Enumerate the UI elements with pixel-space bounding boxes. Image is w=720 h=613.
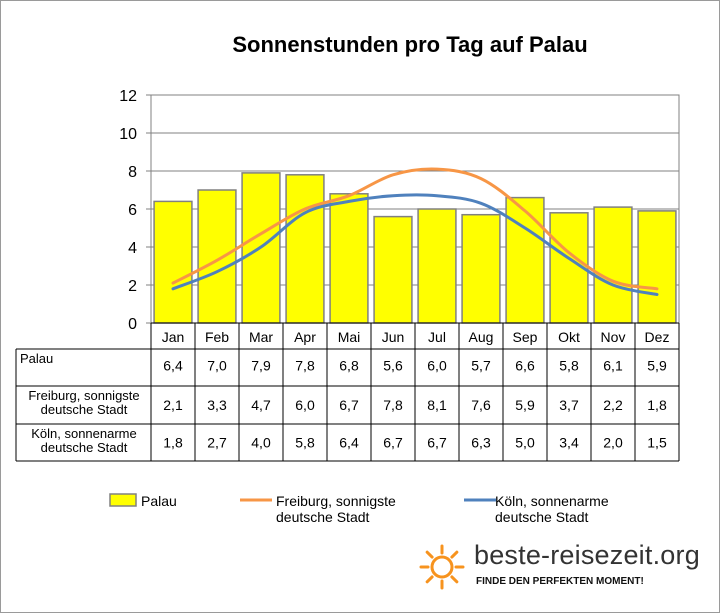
category-label: Apr <box>294 329 316 345</box>
y-tick-label: 12 <box>119 88 137 105</box>
sun-ray <box>425 575 434 584</box>
bar <box>153 200 193 324</box>
table-cell: 6,0 <box>295 397 315 413</box>
y-tick-label: 10 <box>119 126 137 143</box>
y-tick-label: 2 <box>128 278 137 295</box>
table-row-label: deutsche Stadt <box>41 440 128 455</box>
table-row-label: Köln, sonnenarme <box>31 426 137 441</box>
sun-ray <box>450 550 459 559</box>
category-label: Jan <box>162 329 185 345</box>
category-label: Mar <box>249 329 273 345</box>
category-label: Jul <box>428 329 446 345</box>
y-tick-label: 8 <box>128 164 137 181</box>
bar <box>505 196 545 324</box>
category-label: Jun <box>382 329 405 345</box>
table-cell: 5,9 <box>515 397 535 413</box>
bar <box>417 208 457 324</box>
table-cell: 5,0 <box>515 435 535 451</box>
table-cell: 5,9 <box>647 358 667 374</box>
sun-ray <box>425 550 434 559</box>
table-cell: 8,1 <box>427 397 447 413</box>
bar <box>285 174 325 324</box>
category-label: Feb <box>205 329 229 345</box>
category-label: Okt <box>558 329 580 345</box>
table-cell: 6,0 <box>427 358 447 374</box>
table-cell: 1,8 <box>163 435 183 451</box>
table-cell: 5,7 <box>471 358 491 374</box>
table-cell: 2,2 <box>603 397 623 413</box>
series-line <box>171 193 659 296</box>
sun-icon <box>430 555 454 579</box>
table-cell: 6,7 <box>339 397 359 413</box>
legend-label: deutsche Stadt <box>495 509 589 525</box>
table-cell: 1,5 <box>647 435 667 451</box>
brand-slogan: FINDE DEN PERFEKTEN MOMENT! <box>476 576 644 587</box>
table-cell: 6,1 <box>603 358 623 374</box>
table-cell: 5,8 <box>559 358 579 374</box>
table-cell: 4,0 <box>251 435 271 451</box>
table-row-label: deutsche Stadt <box>41 402 128 417</box>
bar <box>637 210 677 324</box>
category-label: Mai <box>338 329 361 345</box>
table-cell: 6,7 <box>383 435 403 451</box>
legend-label: Palau <box>141 493 177 509</box>
bar <box>373 215 413 324</box>
y-tick-label: 6 <box>128 202 137 219</box>
table-cell: 7,8 <box>295 358 315 374</box>
chart-title: Sonnenstunden pro Tag auf Palau <box>232 32 588 57</box>
table-cell: 6,8 <box>339 358 359 374</box>
table-cell: 2,0 <box>603 435 623 451</box>
bar <box>593 206 633 324</box>
category-label: Dez <box>645 329 670 345</box>
legend-label: Freiburg, sonnigste <box>276 493 396 509</box>
brand-name[interactable]: beste-reisezeit.org <box>474 540 700 570</box>
table-cell: 1,8 <box>647 397 667 413</box>
table-cell: 4,7 <box>251 397 271 413</box>
legend-swatch-palau <box>109 493 137 507</box>
table-cell: 5,6 <box>383 358 403 374</box>
table-cell: 7,0 <box>207 358 227 374</box>
series-line <box>171 167 659 291</box>
table-cell: 7,6 <box>471 397 491 413</box>
sun-ray <box>450 575 459 584</box>
bar <box>461 213 501 324</box>
legend-label: Köln, sonnenarme <box>495 493 609 509</box>
table-row-label: Palau <box>20 351 53 366</box>
table-cell: 3,7 <box>559 397 579 413</box>
category-label: Nov <box>601 329 626 345</box>
bar <box>329 193 369 324</box>
table-cell: 3,4 <box>559 435 579 451</box>
bar <box>197 189 237 324</box>
table-cell: 7,8 <box>383 397 403 413</box>
table-cell: 2,1 <box>163 397 183 413</box>
table-cell: 3,3 <box>207 397 227 413</box>
table-cell: 6,4 <box>339 435 359 451</box>
y-tick-label: 0 <box>128 316 137 333</box>
category-label: Aug <box>469 329 494 345</box>
table-cell: 6,6 <box>515 358 535 374</box>
table-cell: 2,7 <box>207 435 227 451</box>
table-cell: 6,3 <box>471 435 491 451</box>
table-cell: 5,8 <box>295 435 315 451</box>
table-cell: 6,7 <box>427 435 447 451</box>
category-label: Sep <box>513 329 538 345</box>
legend-label: deutsche Stadt <box>276 509 370 525</box>
table-cell: 6,4 <box>163 358 183 374</box>
table-cell: 7,9 <box>251 358 271 374</box>
y-tick-label: 4 <box>128 240 137 257</box>
table-row-label: Freiburg, sonnigste <box>28 388 139 403</box>
